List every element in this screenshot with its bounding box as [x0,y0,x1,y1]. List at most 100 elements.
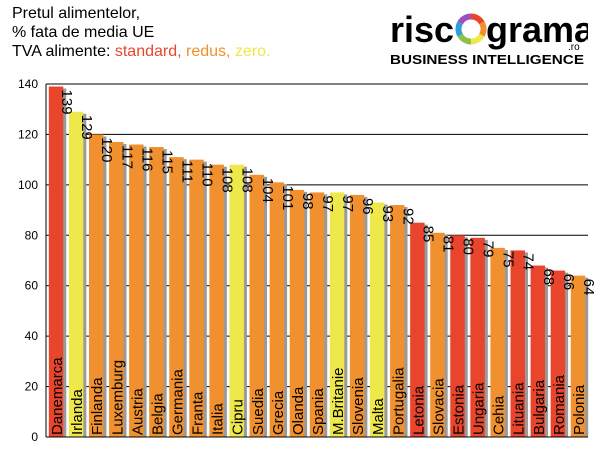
bar-value-label: 104 [259,178,276,203]
bar [68,111,84,437]
bar [109,141,124,437]
bar-value-label: 80 [460,238,477,255]
vat-legend: TVA alimente: standard, redus, zero. [12,42,271,61]
bar-value-label: 92 [399,208,416,225]
category-label: Romania [551,374,568,435]
bar-value-label: 97 [339,195,356,212]
bar [209,164,224,437]
category-label: Suedia [250,388,267,435]
category-label: Malta [370,398,387,435]
logo-ring-icon [455,13,487,45]
bar [189,159,204,437]
bar-value-label: 68 [540,269,557,286]
bar [550,270,566,437]
vat-legend-standard: standard, [114,43,182,60]
bar-value-label: 98 [299,193,316,210]
category-label: Germania [169,368,186,435]
bar [88,134,104,437]
bar [229,164,244,437]
bar [530,265,546,437]
bar-value-label: 79 [480,241,497,258]
vat-legend-prefix: TVA alimente: [12,43,115,60]
bar-value-label: 74 [520,253,537,270]
bar [470,237,485,437]
bar-value-label: 101 [279,185,296,210]
bar-value-label: 66 [560,274,577,291]
bar [169,157,184,437]
bar-value-label: 85 [419,226,436,243]
category-label: Irlanda [69,388,86,435]
bar-value-label: 120 [98,137,115,162]
bar-value-label: 93 [379,206,396,223]
logo-tagline: BUSINESS INTELLIGENCE [390,52,584,67]
category-label: Belgia [149,393,166,435]
category-label: Lituania [511,382,528,435]
bar-value-label: 96 [359,198,376,215]
vat-legend-zero: zero. [234,43,271,60]
category-label: Cipru [230,399,247,435]
bar-value-label: 117 [118,145,135,169]
bar [249,174,265,437]
bar [570,275,586,437]
y-tick-label: 0 [31,430,38,444]
category-label: Ungaria [471,382,488,435]
category-label: M.Britanie [330,367,347,435]
bar-value-label: 116 [138,148,155,172]
bar-value-label: 129 [78,115,95,140]
logo-suffix: .ro [568,42,580,53]
bar [329,192,345,437]
bar [129,144,144,437]
bar [289,189,305,437]
bar [369,202,385,437]
bar [450,235,465,437]
y-tick-label: 60 [25,279,39,293]
category-label: Grecia [270,390,287,435]
y-tick-label: 120 [18,127,38,141]
category-label: Franta [190,391,207,435]
logo-word-right: grama [486,9,588,50]
title-line-1: Pretul alimentelor, [12,5,141,22]
category-label: Finlanda [89,377,106,435]
bars [48,86,589,438]
category-label: Olanda [290,386,307,435]
category-label: Portugalia [390,367,407,435]
category-label: Danemarca [49,357,66,435]
y-tick-label: 80 [25,228,39,242]
category-label: Polonia [571,384,588,435]
bar [149,147,164,438]
bar [48,86,64,438]
category-label: Estonia [451,384,468,435]
title-line-2: % fata de media UE [12,24,155,41]
category-label: Spania [310,388,327,435]
category-label: Luxemburg [109,360,126,435]
category-label: Italia [210,403,227,435]
bar [490,247,505,437]
logo-word-left: risc [390,9,454,50]
vat-legend-reduced: redus, [186,43,231,60]
bar-value-label: 111 [178,160,195,183]
riscograma-logo: risc grama .ro BUSINESS INTELLIGENCE [390,9,588,67]
bar-value-label: 139 [58,90,75,115]
bar-value-label: 81 [439,236,456,253]
bar-value-label: 97 [319,195,336,212]
category-label: Austria [129,388,146,435]
y-axis-tick-labels: 0 20 40 60 80 100 120 140 [18,77,38,444]
category-label: Slovenia [350,377,367,435]
y-tick-label: 20 [25,380,39,394]
category-label: Slovacia [430,378,447,435]
bar-value-label: 108 [239,168,256,193]
bar-value-label: 115 [158,150,175,174]
category-labels: Danemarca Irlanda Finlanda Luxemburg Austria… [49,357,588,435]
y-tick-label: 100 [18,178,38,192]
bar-value-label: 108 [219,168,236,193]
bar [390,205,405,437]
bar-value-label: 110 [199,163,216,187]
bar [430,232,445,437]
y-tick-label: 140 [18,77,38,91]
category-label: Letonia [410,385,427,435]
bar-value-label: 64 [580,279,597,296]
category-label: Cehia [491,395,508,435]
bar [410,222,425,437]
